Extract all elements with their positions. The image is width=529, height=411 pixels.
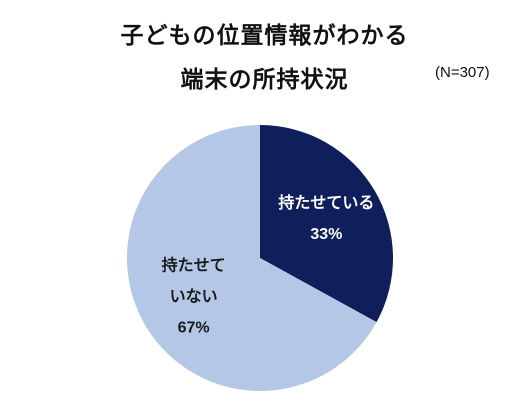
category-label: 持たせている (278, 194, 375, 212)
category-label: 持たせていない (161, 257, 226, 306)
pie-slice (260, 125, 394, 323)
value-label: 33% (310, 225, 343, 243)
chart-title: 端末の所持状況 (180, 66, 349, 92)
subtitle: (N=307) (435, 64, 490, 81)
slice-label: 持たせていない 67% (159, 251, 229, 344)
pie-slice (127, 125, 377, 391)
value-label: 67% (177, 319, 210, 337)
chart-title: 子どもの位置情報がわかる (120, 22, 409, 48)
slice-label: 持たせている 33% (261, 188, 391, 250)
